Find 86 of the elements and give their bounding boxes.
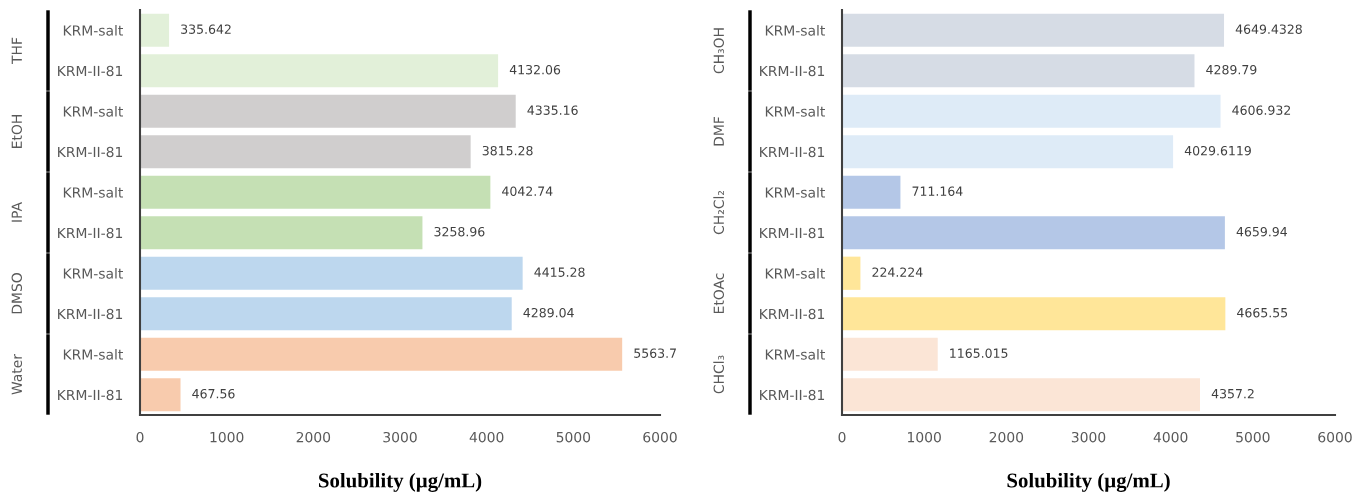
y-tick-label: KRM-salt xyxy=(765,186,825,198)
bar xyxy=(140,175,491,209)
text: CH₃OH xyxy=(713,28,725,74)
text: EtOAc xyxy=(713,273,725,314)
y-tick-label: KRM-salt xyxy=(63,186,123,198)
bar xyxy=(140,337,623,371)
data-label: 224.224 xyxy=(872,267,923,277)
x-tick-label: 5000 xyxy=(556,431,591,443)
data-label: 5563.7 xyxy=(634,348,676,358)
x-axis-title: Solubility (µg/mL) xyxy=(319,472,482,492)
bar xyxy=(140,13,170,47)
y-tick-label: KRM-II-81 xyxy=(760,308,825,320)
y-tick-label: KRM-salt xyxy=(63,105,123,117)
text: CHCl₃ xyxy=(713,355,725,394)
x-tick-label: 1000 xyxy=(210,431,244,443)
x-tick-label: 5000 xyxy=(1236,431,1270,443)
text: Water xyxy=(11,353,23,395)
bar xyxy=(842,216,1225,250)
data-label: 4659.94 xyxy=(1236,226,1287,237)
bar xyxy=(842,337,938,371)
bar xyxy=(842,256,861,290)
bar xyxy=(842,13,1225,47)
bar xyxy=(140,297,512,331)
bar xyxy=(140,94,516,128)
data-label: 4606.932 xyxy=(1232,105,1291,115)
data-label: 711.164 xyxy=(912,186,963,196)
x-axis-title: Solubility (µg/mL) xyxy=(1007,472,1170,492)
y-tick-label: KRM-salt xyxy=(765,24,825,36)
data-label: 3815.28 xyxy=(482,145,533,156)
x-tick-label: 1000 xyxy=(908,431,941,443)
x-tick-label: 0 xyxy=(136,431,144,443)
text: CH₂Cl₂ xyxy=(713,190,725,235)
x-tick-label: 0 xyxy=(838,431,846,443)
x-tick-label: 2000 xyxy=(989,431,1024,443)
x-tick-label: 2000 xyxy=(296,431,331,443)
bar xyxy=(842,94,1221,128)
y-tick-label: KRM-II-81 xyxy=(760,65,825,77)
data-label: 4649.4328 xyxy=(1235,24,1302,34)
data-label: 335.642 xyxy=(181,24,231,34)
data-label: 4289.79 xyxy=(1206,64,1257,75)
y-tick-label: KRM-II-81 xyxy=(58,65,123,77)
y-tick-label: KRM-II-81 xyxy=(760,389,825,401)
data-label: 4665.55 xyxy=(1237,307,1288,318)
bar xyxy=(140,54,499,88)
y-tick-label: KRM-salt xyxy=(765,348,825,360)
bar xyxy=(842,297,1226,331)
bar xyxy=(140,135,471,169)
y-tick-label: KRM-salt xyxy=(63,24,123,36)
y-tick-label: KRM-II-81 xyxy=(58,227,123,239)
x-tick-label: 4000 xyxy=(469,431,504,443)
data-label: 4289.04 xyxy=(523,307,574,318)
text: EtOH xyxy=(11,115,23,148)
data-label: 4335.16 xyxy=(527,105,578,115)
data-label: 3258.96 xyxy=(434,226,485,237)
bar xyxy=(842,135,1174,169)
data-label: 4132.06 xyxy=(509,64,561,75)
y-tick-label: KRM-salt xyxy=(63,267,123,279)
x-tick-label: 6000 xyxy=(643,431,677,443)
x-tick-label: 3000 xyxy=(1071,431,1106,443)
x-tick-label: 6000 xyxy=(1318,431,1352,443)
text: DMF xyxy=(713,116,724,146)
bar xyxy=(140,256,523,290)
x-tick-label: 4000 xyxy=(1153,431,1188,443)
y-tick-label: KRM-salt xyxy=(765,267,825,279)
bar xyxy=(842,175,901,209)
y-tick-label: KRM-salt xyxy=(765,105,825,117)
bar xyxy=(140,378,181,412)
data-label: 4029.6119 xyxy=(1184,145,1251,156)
text: IPA xyxy=(11,202,22,222)
data-label: 1165.015 xyxy=(950,348,1008,358)
y-tick-label: KRM-II-81 xyxy=(760,146,825,158)
y-tick-label: KRM-II-81 xyxy=(58,389,123,401)
data-label: 4357.2 xyxy=(1211,388,1254,399)
text: THF xyxy=(11,37,22,64)
text: DMSO xyxy=(11,273,23,314)
data-label: 4042.74 xyxy=(502,186,553,196)
bar xyxy=(842,54,1195,88)
data-label: 467.56 xyxy=(192,388,235,399)
bar xyxy=(140,216,423,250)
y-tick-label: KRM-II-81 xyxy=(58,308,123,320)
data-label: 4415.28 xyxy=(534,267,585,277)
y-tick-label: KRM-II-81 xyxy=(58,146,123,158)
y-tick-label: KRM-II-81 xyxy=(760,227,825,239)
x-tick-label: 3000 xyxy=(383,431,417,443)
y-tick-label: KRM-salt xyxy=(63,348,123,360)
bar xyxy=(842,378,1201,412)
